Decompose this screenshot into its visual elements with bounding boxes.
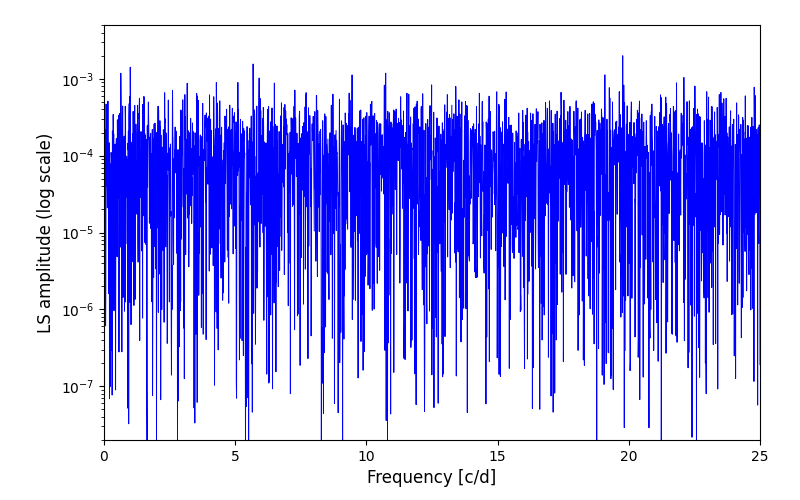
X-axis label: Frequency [c/d]: Frequency [c/d] bbox=[367, 470, 497, 488]
Y-axis label: LS amplitude (log scale): LS amplitude (log scale) bbox=[38, 132, 55, 332]
